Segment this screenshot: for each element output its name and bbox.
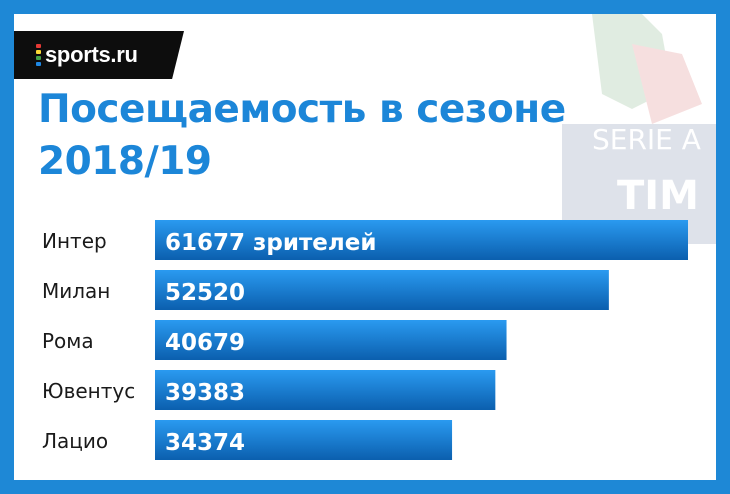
serie-a-logo-watermark: SERIE A TIM — [562, 14, 716, 244]
bar-value-label: 34374 — [165, 430, 245, 456]
logo-dot-red — [36, 44, 41, 48]
bar-value-label: 52520 — [165, 280, 245, 306]
bar-value-label: 61677 зрителей — [165, 230, 376, 256]
sports-ru-logo: sports.ru — [14, 31, 184, 79]
category-label: Лацио — [42, 429, 108, 453]
bar — [155, 420, 453, 460]
bar — [155, 370, 496, 410]
logo-dot-blue — [36, 62, 41, 66]
category-label: Рома — [42, 329, 94, 353]
category-label: Милан — [42, 279, 110, 303]
logo-dots-icon — [36, 44, 41, 66]
logo-dot-yellow — [36, 50, 41, 54]
bar-value-label: 39383 — [165, 380, 245, 406]
chart-title-line-2: 2018/19 — [38, 139, 212, 184]
logo-text: sports.ru — [45, 42, 138, 67]
category-label: Интер — [42, 229, 107, 253]
category-label: Ювентус — [42, 379, 135, 403]
attendance-bar-chart: Интер 61677 зрителей Милан 52520 Рома 40679 Юв… — [42, 220, 688, 460]
watermark-line2: TIM — [617, 173, 699, 219]
watermark-line1: SERIE A — [592, 123, 701, 156]
chart-title-line-1: Посещаемость в сезоне — [38, 87, 566, 132]
chart-title: Посещаемость в сезоне 2018/19 — [38, 84, 638, 188]
bar — [155, 220, 688, 260]
bar — [155, 320, 507, 360]
bar-value-label: 40679 — [165, 330, 245, 356]
bar — [155, 270, 609, 310]
infographic-card: SERIE A TIM sports.ru Посещаемость в сез… — [14, 14, 716, 480]
logo-dot-green — [36, 56, 41, 60]
